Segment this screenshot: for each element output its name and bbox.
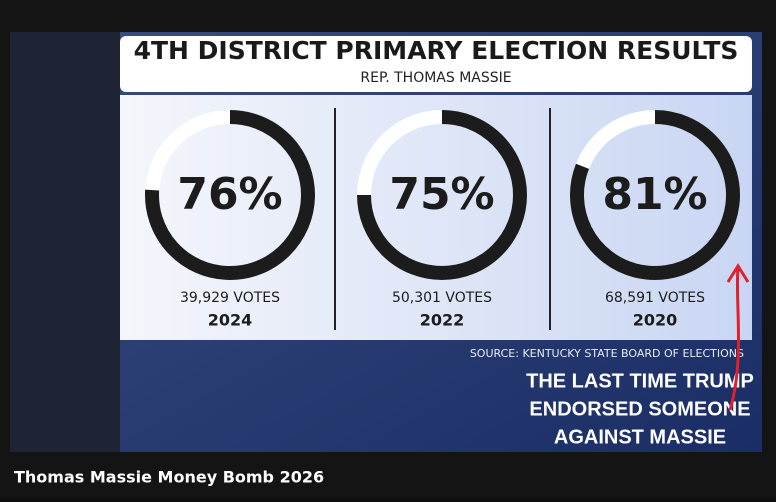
percent-label: 81% <box>602 169 707 220</box>
annotation-line: THE LAST TIME TRUMP <box>526 370 754 392</box>
video-title[interactable]: Thomas Massie Money Bomb 2026 <box>14 468 324 487</box>
header-bar <box>120 36 752 92</box>
arrow <box>726 263 750 411</box>
year-label: 2020 <box>633 311 678 330</box>
votes-label: 68,591 VOTES <box>605 290 705 306</box>
votes-label: 39,929 VOTES <box>180 290 280 306</box>
percent-label: 76% <box>177 169 282 220</box>
subtitle: REP. THOMAS MASSIE <box>360 70 511 86</box>
year-label: 2024 <box>208 311 253 330</box>
percent-label: 75% <box>389 169 494 220</box>
title: 4TH DISTRICT PRIMARY ELECTION RESULTS <box>134 36 739 65</box>
source: SOURCE: KENTUCKY STATE BOARD OF ELECTION… <box>470 347 744 360</box>
annotation-line: ENDORSED SOMEONE <box>529 398 750 420</box>
person-silhouette <box>10 32 120 452</box>
annotation-line: AGAINST MASSIE <box>554 426 726 448</box>
results-panel <box>120 95 752 340</box>
year-label: 2022 <box>420 311 465 330</box>
annotation: THE LAST TIME TRUMP ENDORSED SOMEONE AGAIN… <box>526 370 754 448</box>
donut-arc <box>145 110 315 280</box>
votes-label: 50,301 VOTES <box>392 290 492 306</box>
donut-arc <box>357 110 527 280</box>
donut-arc <box>570 110 740 280</box>
